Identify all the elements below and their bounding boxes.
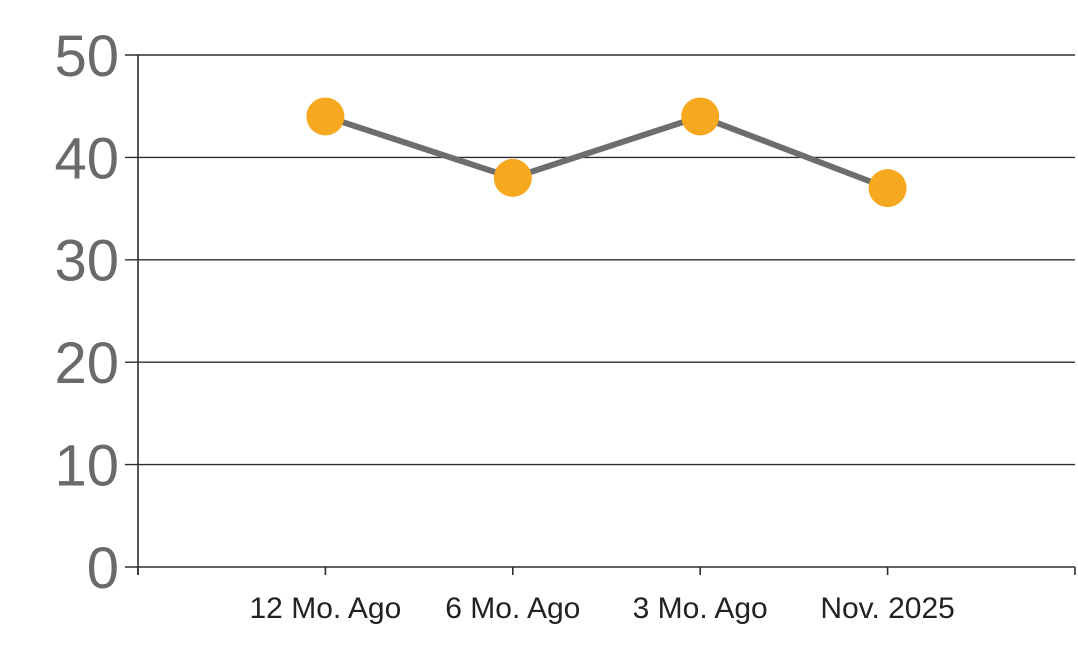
x-tick-label-2: 6 Mo. Ago	[445, 592, 580, 625]
series-line	[322, 113, 891, 192]
data-point-marker-2	[493, 158, 532, 197]
x-tick-label-3: 3 Mo. Ago	[633, 592, 768, 625]
data-point-marker-3	[681, 97, 720, 136]
y-tick-label-50: 50	[54, 24, 119, 89]
y-tick-label-0: 0	[87, 536, 119, 601]
x-tick-label-1: 12 Mo. Ago	[250, 592, 402, 625]
y-tick-label-30: 30	[54, 229, 119, 294]
x-tick-label-4: Nov. 2025	[820, 592, 955, 625]
y-tick-label-20: 20	[54, 331, 119, 396]
data-point-marker-4	[868, 169, 907, 208]
y-tick-label-10: 10	[54, 433, 119, 498]
data-point-marker-1	[306, 97, 345, 136]
y-tick-label-40: 40	[54, 126, 119, 191]
